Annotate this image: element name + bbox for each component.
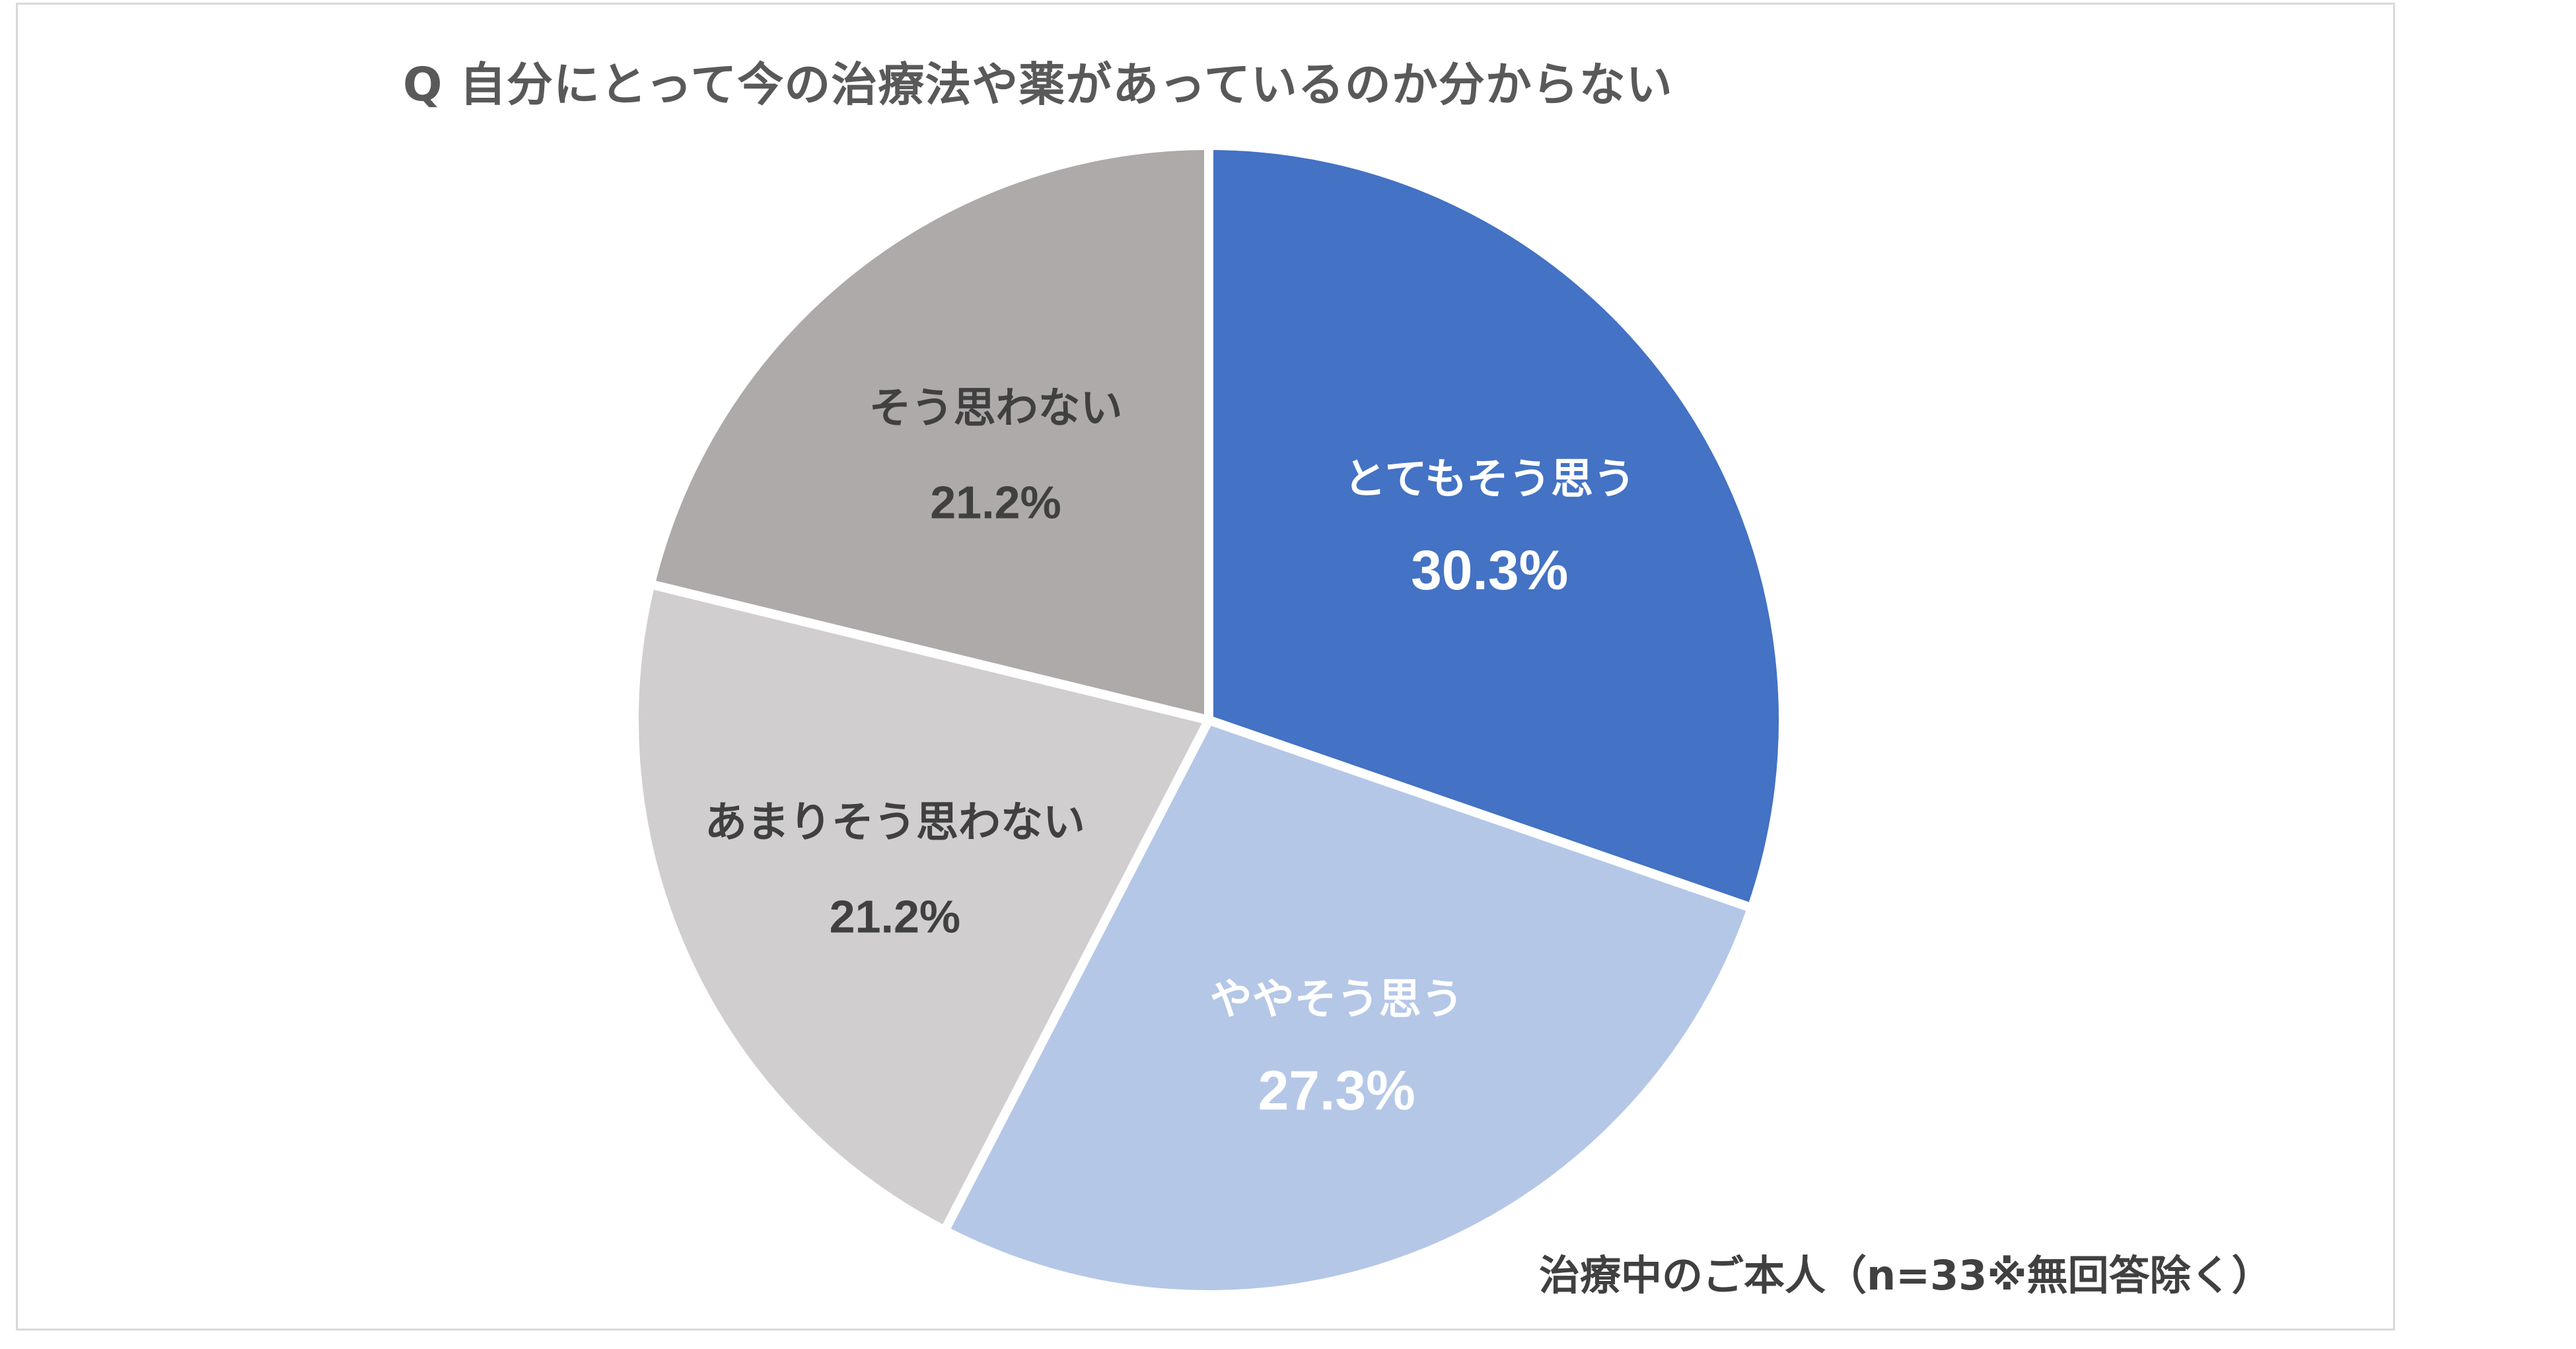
- slice-category-label: ややそう思う: [1210, 976, 1464, 1025]
- pie-slice: [940, 715, 1757, 1299]
- pie-slices: [629, 141, 1788, 1299]
- pie-labels: とてもそう思う 30.3% ややそう思う 27.3% あまりそう思わない 21.2% そう思…: [705, 384, 1635, 1122]
- chart-note: 治療中のご本人（n=33※無回答除く）: [1539, 1251, 2273, 1299]
- slice-category-label: あまりそう思わない: [705, 798, 1085, 847]
- slice-category-label: そう思わない: [869, 384, 1122, 433]
- chart-title: Q 自分にとって今の治療法や薬があっているのか分からない: [403, 57, 1673, 112]
- slice-value-label: 30.3%: [1411, 539, 1568, 601]
- slice-category-label: とてもそう思う: [1343, 455, 1635, 504]
- slice-value-label: 21.2%: [930, 477, 1061, 529]
- slice-value-label: 21.2%: [830, 891, 960, 942]
- pie-slice: [629, 579, 1213, 1235]
- slice-value-label: 27.3%: [1258, 1060, 1415, 1122]
- pie-slice: [645, 141, 1213, 725]
- pie-slice: [1204, 141, 1788, 913]
